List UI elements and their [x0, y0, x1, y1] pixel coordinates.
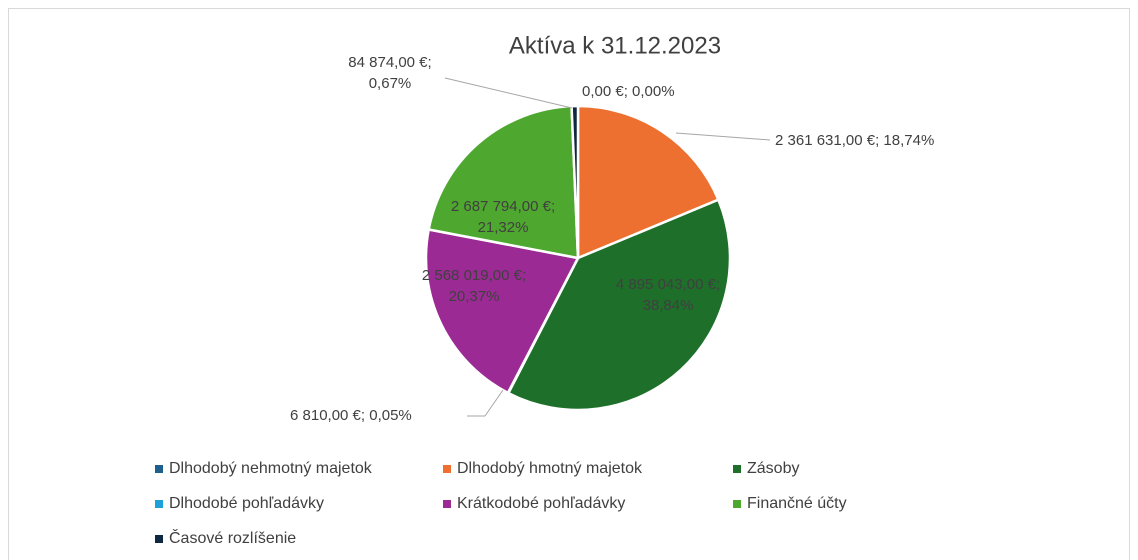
pie-slice	[424, 228, 580, 395]
legend-item: Dlhodobý nehmotný majetok	[155, 460, 372, 478]
data-label: 84 874,00 €; 0,67%	[348, 54, 432, 92]
legend-swatch	[155, 535, 163, 543]
data-label: 4 895 043,00 €; 38,84%	[615, 276, 721, 314]
data-label: 6 810,00 €; 0,05%	[290, 407, 412, 424]
legend-item: Zásoby	[733, 460, 799, 478]
data-label: 2 568 019,00 €; 20,37%	[421, 267, 527, 305]
leader-line	[675, 132, 771, 141]
pie-slice	[506, 198, 732, 412]
legend-swatch	[733, 500, 741, 508]
legend-swatch	[443, 465, 451, 473]
pie-slice	[570, 104, 580, 259]
legend-item: Dlhodobé pohľadávky	[155, 495, 324, 513]
pie-slice	[427, 104, 580, 260]
legend-label: Časové rozlíšenie	[169, 530, 297, 547]
legend-label: Dlhodobý nehmotný majetok	[169, 460, 372, 477]
legend-item: Časové rozlíšenie	[155, 530, 296, 548]
data-label: 2 361 631,00 €; 18,74%	[775, 132, 935, 149]
legend-swatch	[155, 500, 163, 508]
data-label: 2 687 794,00 €; 21,32%	[450, 198, 556, 236]
legend-swatch	[155, 465, 163, 473]
legend-swatch	[443, 500, 451, 508]
leader-line	[444, 77, 573, 109]
legend-swatch	[733, 465, 741, 473]
leader-line	[484, 389, 504, 417]
legend-label: Dlhodobý hmotný majetok	[457, 460, 642, 477]
legend-item: Krátkodobé pohľadávky	[443, 495, 625, 513]
chart-title: Aktíva k 31.12.2023	[509, 32, 721, 59]
legend-label: Zásoby	[747, 460, 800, 477]
legend-label: Krátkodobé pohľadávky	[457, 495, 626, 512]
legend-item: Finančné účty	[733, 495, 847, 513]
legend-label: Finančné účty	[747, 495, 847, 512]
legend-item: Dlhodobý hmotný majetok	[443, 460, 642, 478]
pie-slice	[576, 104, 721, 260]
data-label: 0,00 €; 0,00%	[582, 83, 675, 100]
legend-label: Dlhodobé pohľadávky	[169, 495, 324, 512]
